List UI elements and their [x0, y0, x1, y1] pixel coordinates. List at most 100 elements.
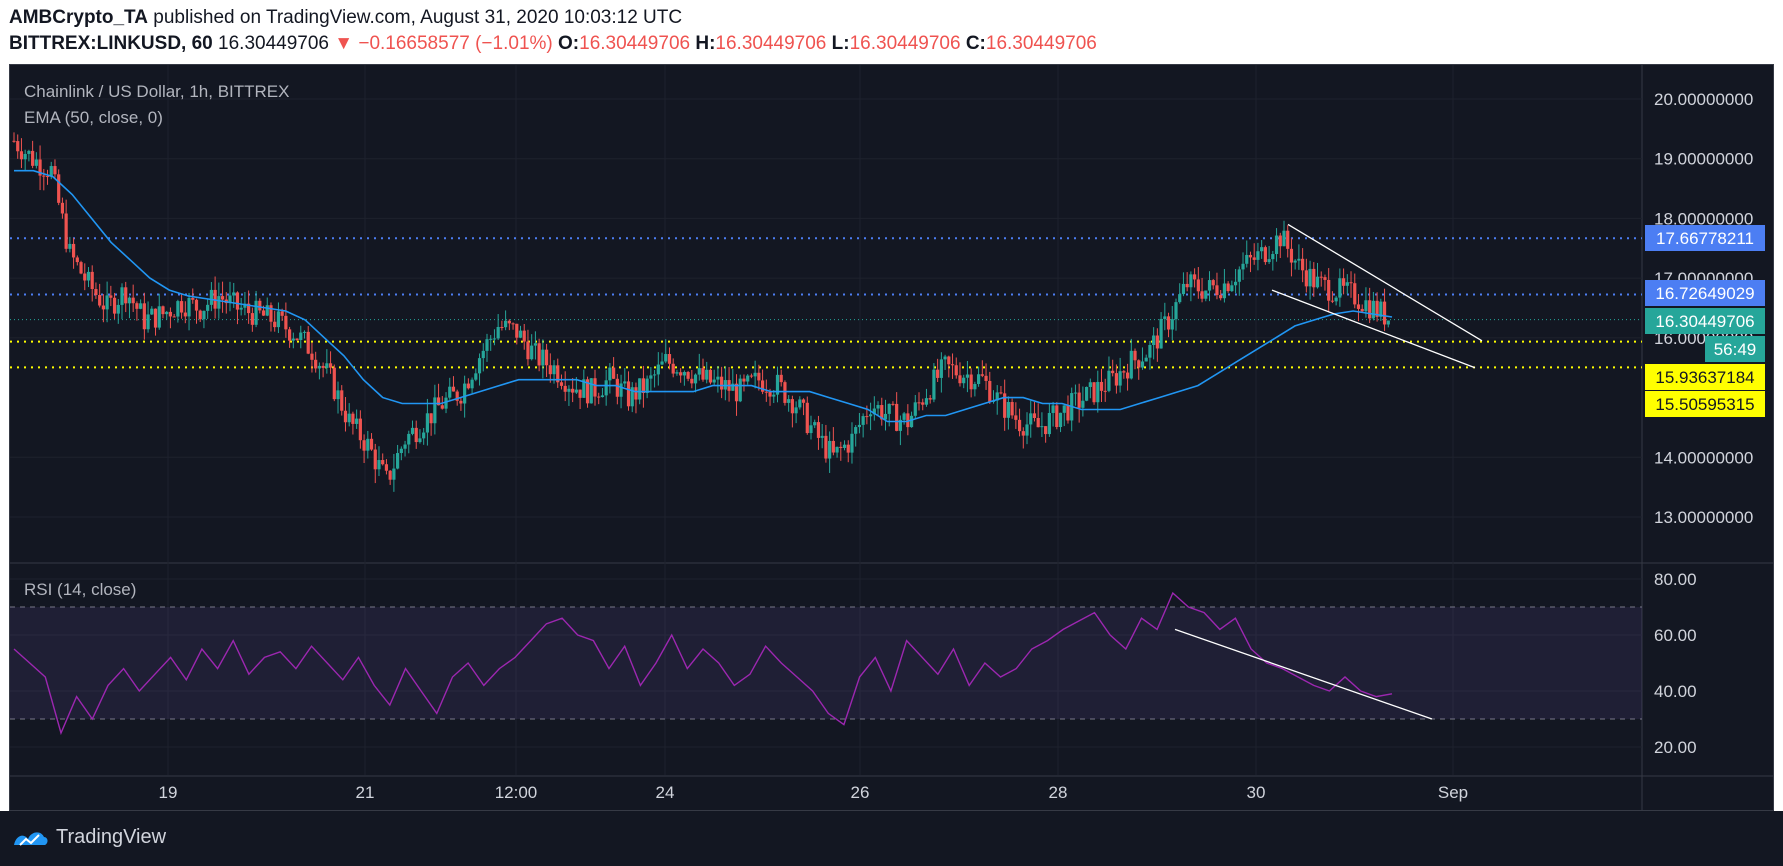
- candle-body: [261, 310, 266, 316]
- candle-body: [701, 368, 705, 380]
- open-label: O:: [558, 33, 580, 54]
- candle-body: [284, 315, 288, 330]
- candle-body: [1014, 415, 1018, 420]
- candle-body: [1058, 412, 1063, 428]
- candle-body: [805, 402, 809, 434]
- candle-body: [775, 374, 780, 395]
- candle-body: [1125, 372, 1130, 379]
- candle-body: [1107, 370, 1111, 391]
- candle-body: [1055, 405, 1059, 428]
- price-label-text: 15.50595315: [1655, 395, 1754, 414]
- candle-body: [414, 427, 418, 443]
- symbol-line: BITTREX:LINKUSD, 60 16.30449706 ▼ −0.166…: [9, 33, 1097, 55]
- chart-frame[interactable]: [9, 64, 1774, 811]
- candle-body: [988, 380, 992, 402]
- candle-body: [336, 390, 340, 400]
- candle-body: [868, 414, 873, 417]
- candle-body: [27, 150, 31, 154]
- candle-body: [1047, 413, 1051, 435]
- publication-header: AMBCrypto_TA published on TradingView.co…: [0, 0, 1783, 64]
- candle-body: [38, 159, 42, 176]
- candle-body: [1304, 270, 1308, 287]
- candle-body: [1260, 247, 1264, 252]
- candle-body: [1152, 335, 1156, 345]
- candle-body: [664, 354, 668, 362]
- candle-body: [835, 446, 839, 453]
- candle-body: [1375, 300, 1379, 317]
- candle-body: [1032, 413, 1037, 418]
- publisher-name[interactable]: AMBCrypto_TA: [9, 7, 148, 28]
- tradingview-brand[interactable]: TradingView: [12, 826, 166, 849]
- candle-body: [34, 159, 38, 166]
- candle-body: [667, 354, 672, 364]
- candle-body: [705, 369, 709, 380]
- candle-body: [23, 153, 27, 160]
- candle-body: [887, 403, 891, 414]
- candle-body: [1207, 280, 1212, 291]
- candle-body: [355, 418, 359, 424]
- candle-body: [306, 331, 310, 354]
- candle-body: [299, 332, 303, 341]
- candle-body: [1025, 424, 1029, 436]
- candle-body: [1010, 402, 1014, 416]
- price-label-badge: [1645, 364, 1765, 390]
- time-tick-label: 19: [159, 783, 178, 802]
- candle-body: [626, 381, 631, 407]
- price-label-badge: [1705, 336, 1765, 362]
- candle-body: [1219, 295, 1223, 299]
- candle-body: [958, 375, 962, 384]
- candle-body: [276, 311, 281, 328]
- candle-body: [932, 369, 936, 400]
- price-label-text: 16.72649029: [1655, 284, 1754, 303]
- candle-body: [1301, 258, 1305, 271]
- candle-body: [239, 307, 243, 310]
- candle-body: [999, 392, 1003, 394]
- price-label-badge: [1645, 308, 1765, 334]
- candle-body: [94, 289, 98, 295]
- candle-body: [366, 438, 370, 451]
- candle-body: [697, 368, 701, 375]
- ema-legend: EMA (50, close, 0): [24, 108, 163, 127]
- candle-body: [384, 464, 389, 471]
- candle-body: [112, 297, 117, 314]
- candle-body: [1185, 283, 1189, 288]
- trendline[interactable]: [1174, 628, 1433, 720]
- candle-body: [954, 365, 958, 376]
- candle-body: [317, 365, 321, 369]
- candle-body: [813, 422, 817, 426]
- candle-body: [116, 304, 120, 314]
- candle-body: [165, 311, 169, 315]
- candle-body: [1103, 390, 1107, 392]
- price-label-badge: [1645, 391, 1765, 417]
- candle-body: [768, 391, 772, 397]
- candle-body: [552, 365, 556, 375]
- candle-body: [1286, 230, 1290, 249]
- candle-body: [250, 313, 254, 325]
- candle-body: [60, 202, 65, 214]
- candle-body: [1140, 361, 1145, 368]
- candle-body: [854, 427, 858, 434]
- candle-body: [422, 432, 426, 439]
- candle-body: [1088, 382, 1092, 387]
- candle-body: [779, 374, 783, 383]
- candle-body: [351, 413, 355, 424]
- candle-body: [801, 399, 806, 403]
- trendline[interactable]: [1271, 289, 1476, 369]
- candle-body: [403, 444, 407, 449]
- candle-body: [638, 378, 642, 400]
- candle-body: [675, 372, 679, 374]
- trendline[interactable]: [1287, 223, 1483, 342]
- rsi-band: [10, 607, 1642, 719]
- candle-body: [1159, 318, 1163, 349]
- candle-body: [652, 374, 657, 376]
- candle-body: [254, 300, 258, 325]
- candle-body: [273, 321, 277, 328]
- candle-body: [31, 150, 35, 166]
- candle-body: [1386, 320, 1390, 325]
- candle-body: [1144, 357, 1148, 362]
- rsi-line: [13, 591, 1393, 736]
- candle-body: [690, 378, 694, 384]
- price-tick-label: 18.00000000: [1654, 209, 1753, 228]
- candle-body: [187, 297, 191, 317]
